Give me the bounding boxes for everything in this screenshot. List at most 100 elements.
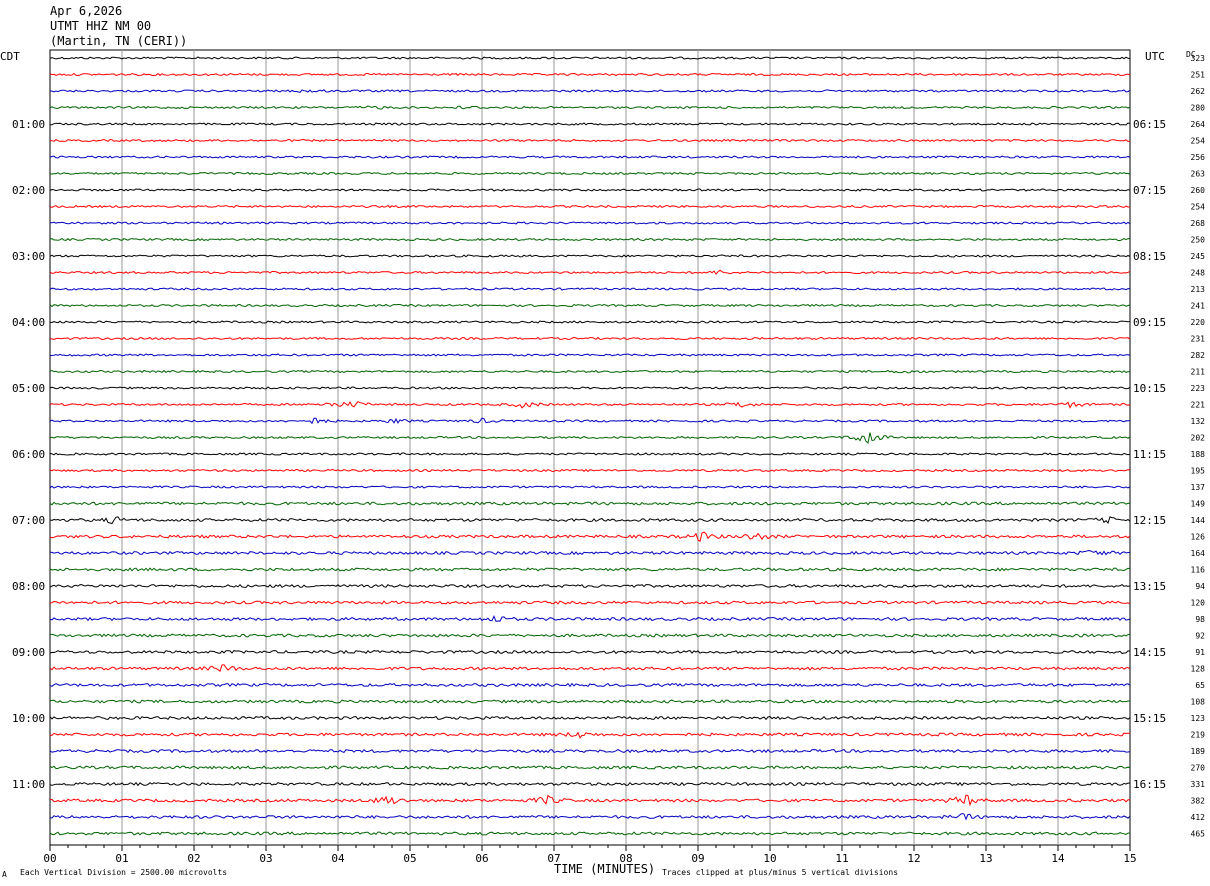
- trace-line: [49, 501, 1131, 506]
- dc-offset-label: 251: [1191, 71, 1206, 80]
- dc-offset-label: 264: [1191, 120, 1206, 129]
- trace-line: [49, 122, 1131, 126]
- x-tick-label: 13: [979, 852, 992, 865]
- right-time-label: 07:15: [1133, 184, 1166, 197]
- trace-line: [49, 303, 1131, 308]
- header-station: UTMT HHZ NM 00: [50, 19, 152, 33]
- dc-offset-label: 280: [1191, 104, 1206, 113]
- trace-line: [49, 664, 1131, 673]
- dc-offset-label: 219: [1191, 731, 1206, 740]
- dc-offset-label: 164: [1191, 549, 1206, 558]
- trace-line: [49, 649, 1131, 655]
- dc-offset-label: 116: [1191, 566, 1206, 575]
- x-tick-label: 12: [907, 852, 920, 865]
- dc-offset-label: 123: [1191, 714, 1206, 723]
- header-date: Apr 6,2026: [50, 4, 123, 18]
- dc-offset-label: 250: [1191, 236, 1206, 245]
- dc-offset-label: 132: [1191, 417, 1206, 426]
- dc-offset-label: 331: [1191, 780, 1206, 789]
- header-location: (Martin, TN (CERI)): [50, 34, 188, 48]
- right-time-label: 11:15: [1133, 448, 1166, 461]
- x-tick-label: 01: [115, 852, 128, 865]
- dc-offset-label: 195: [1191, 467, 1206, 476]
- right-time-label: 16:15: [1133, 778, 1166, 791]
- left-timezone-label: CDT: [0, 50, 20, 63]
- trace-line: [49, 583, 1131, 589]
- dc-offset-label: 260: [1191, 186, 1206, 195]
- trace-line: [49, 452, 1131, 456]
- dc-offset-label: 248: [1191, 269, 1206, 278]
- dc-offset-label: 254: [1191, 137, 1206, 146]
- right-time-label: 12:15: [1133, 514, 1166, 527]
- right-time-label: 14:15: [1133, 646, 1166, 659]
- trace-line: [49, 468, 1131, 473]
- right-time-label: 08:15: [1133, 250, 1166, 263]
- trace-line: [49, 567, 1131, 572]
- left-time-label: 10:00: [12, 712, 45, 725]
- x-tick-label: 15: [1123, 852, 1136, 865]
- scale-note: Each Vertical Division = 2500.00 microvo…: [20, 868, 228, 877]
- trace-line: [49, 204, 1130, 209]
- trace-line: [49, 417, 1131, 425]
- dc-offset-label: 465: [1191, 830, 1206, 839]
- trace-line: [49, 369, 1131, 374]
- dc-offset-label: 213: [1191, 285, 1206, 294]
- x-tick-label: 10: [763, 852, 776, 865]
- left-time-label: 04:00: [12, 316, 45, 329]
- trace-line: [49, 138, 1131, 143]
- trace-line: [49, 794, 1131, 807]
- dc-offset-label: 256: [1191, 153, 1206, 162]
- trace-line: [49, 600, 1131, 605]
- trace-line: [49, 831, 1131, 836]
- x-tick-label: 11: [835, 852, 848, 865]
- dc-offset-label: 98: [1195, 615, 1205, 624]
- trace-line: [49, 287, 1131, 291]
- dc-offset-label: 323: [1191, 54, 1206, 63]
- trace-line: [49, 485, 1131, 489]
- right-time-label: 15:15: [1133, 712, 1166, 725]
- trace-line: [49, 89, 1131, 93]
- x-tick-label: 09: [691, 852, 704, 865]
- right-time-label: 06:15: [1133, 118, 1166, 131]
- trace-line: [49, 105, 1131, 110]
- trace-line: [49, 765, 1131, 770]
- dc-offset-label: 189: [1191, 747, 1206, 756]
- trace-line: [49, 550, 1131, 556]
- right-timezone-label: UTC: [1145, 50, 1165, 63]
- trace-line: [49, 531, 1131, 542]
- right-time-label: 10:15: [1133, 382, 1166, 395]
- dc-offset-label: 108: [1191, 698, 1206, 707]
- dc-offset-label: 202: [1191, 434, 1206, 443]
- trace-line: [49, 812, 1131, 821]
- x-tick-label: 14: [1051, 852, 1065, 865]
- x-tick-label: 08: [619, 852, 632, 865]
- x-tick-label: 02: [187, 852, 200, 865]
- plot-grid: [49, 49, 1131, 846]
- dc-offset-label: 270: [1191, 764, 1206, 773]
- x-tick-label: 07: [547, 852, 560, 865]
- trace-line: [49, 633, 1131, 638]
- left-time-label: 05:00: [12, 382, 45, 395]
- trace-line: [49, 781, 1131, 787]
- dc-offset-label: 120: [1191, 599, 1206, 608]
- seismic-traces: [49, 56, 1131, 836]
- dc-offset-label: 282: [1191, 351, 1206, 360]
- dc-offset-label: 221: [1191, 401, 1206, 410]
- trace-line: [49, 254, 1131, 258]
- left-time-label: 07:00: [12, 514, 45, 527]
- dc-offset-label: 412: [1191, 813, 1206, 822]
- left-time-label: 03:00: [12, 250, 45, 263]
- dc-offset-label: 144: [1191, 516, 1206, 525]
- right-time-label: 09:15: [1133, 316, 1166, 329]
- left-time-label: 08:00: [12, 580, 45, 593]
- trace-line: [49, 237, 1131, 242]
- trace-line: [49, 400, 1131, 409]
- left-time-label: 01:00: [12, 118, 45, 131]
- x-tick-label: 04: [331, 852, 345, 865]
- dc-offset-label: 220: [1191, 318, 1206, 327]
- left-time-label: 09:00: [12, 646, 45, 659]
- dc-offset-label: 231: [1191, 335, 1206, 344]
- trace-line: [49, 731, 1130, 739]
- dc-offset-label: 65: [1195, 681, 1205, 690]
